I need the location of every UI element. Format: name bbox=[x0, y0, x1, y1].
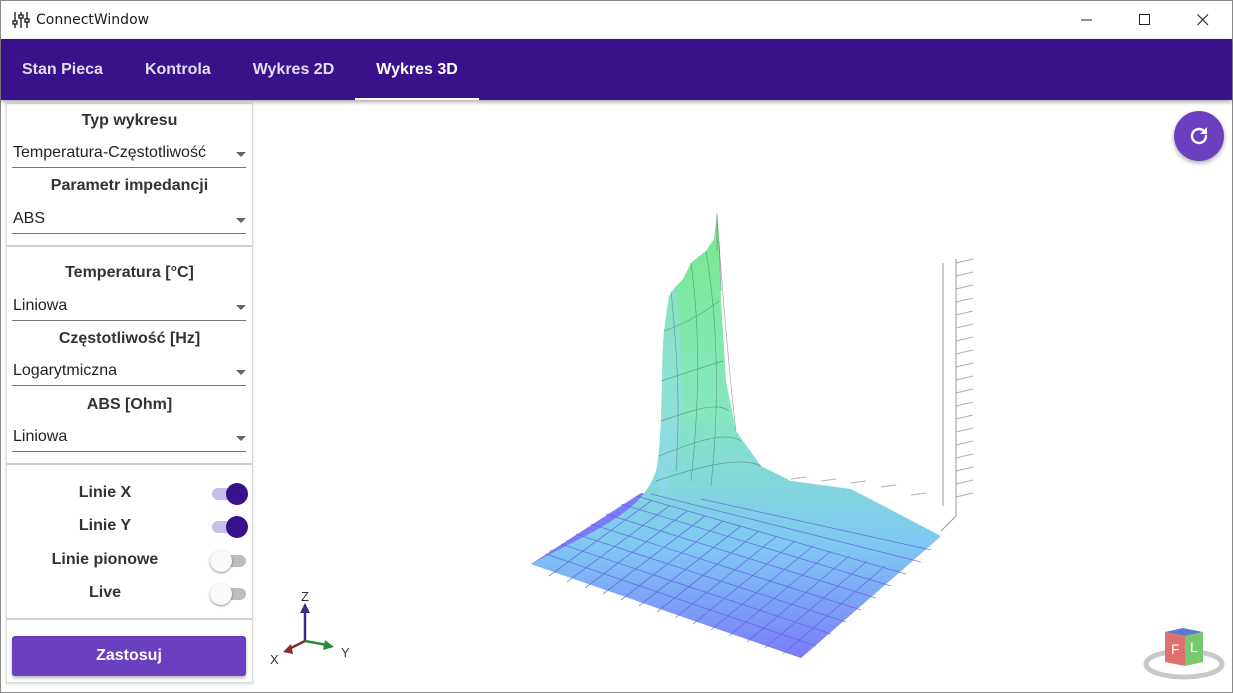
apply-button[interactable]: Zastosuj bbox=[12, 636, 246, 676]
temperature-label: Temperatura [°C] bbox=[65, 264, 194, 281]
tab-label: Stan Pieca bbox=[22, 60, 103, 78]
tab-kontrola[interactable]: Kontrola bbox=[124, 39, 232, 100]
chevron-down-icon bbox=[236, 305, 246, 310]
divider bbox=[7, 618, 252, 620]
refresh-button[interactable] bbox=[1174, 111, 1224, 161]
window-title: ConnectWindow bbox=[36, 12, 150, 28]
plot-viewport[interactable] bbox=[256, 101, 1232, 692]
chevron-down-icon bbox=[236, 218, 246, 223]
view-cube-left-label: L bbox=[1190, 639, 1198, 655]
toggle-label: Live bbox=[88, 584, 121, 601]
x-axis-arrow bbox=[283, 639, 306, 654]
live-toggle[interactable] bbox=[210, 583, 246, 605]
back-wall-frame bbox=[940, 259, 957, 532]
surface-grid bbox=[545, 493, 932, 655]
view-cube-front-label: F bbox=[1171, 641, 1180, 657]
refresh-icon bbox=[1190, 127, 1208, 145]
axis-gizmo: Z X Y bbox=[270, 589, 350, 667]
chart-type-select[interactable]: Temperatura-Częstotliwość bbox=[12, 142, 246, 168]
toggle-label: Linie Y bbox=[78, 517, 132, 534]
toggle-row-live: Live bbox=[7, 580, 252, 606]
axis-tick-labels-right bbox=[955, 258, 974, 498]
toggle-row-linie-y: Linie Y bbox=[7, 513, 252, 539]
impedance-select[interactable]: ABS bbox=[12, 208, 246, 234]
chevron-down-icon bbox=[236, 152, 246, 157]
impedance-label: Parametr impedancji bbox=[50, 177, 209, 194]
abs-scale-select[interactable]: Liniowa bbox=[12, 426, 246, 452]
close-icon bbox=[1197, 14, 1209, 26]
divider bbox=[7, 245, 252, 247]
surface-peak-shade bbox=[656, 286, 683, 501]
peak-stem-lines bbox=[716, 213, 722, 292]
toggle-label: Linie pionowe bbox=[51, 551, 159, 568]
chart-type-label: Typ wykresu bbox=[81, 112, 178, 129]
chart-type-value: Temperatura-Częstotliwość bbox=[13, 144, 206, 161]
linie-pionowe-toggle[interactable] bbox=[210, 550, 246, 572]
linie-y-toggle[interactable] bbox=[212, 516, 248, 538]
x-axis-label: X bbox=[270, 652, 279, 667]
maximize-icon bbox=[1139, 14, 1150, 25]
tab-bar: Stan Pieca Kontrola Wykres 2D Wykres 3D bbox=[1, 39, 1232, 100]
surface-peak bbox=[531, 213, 941, 658]
frequency-scale-select[interactable]: Logarytmiczna bbox=[12, 360, 246, 386]
view-cube-icon[interactable]: F L bbox=[1143, 616, 1225, 682]
title-bar[interactable]: ConnectWindow bbox=[1, 1, 1232, 39]
toggle-row-linie-x: Linie X bbox=[7, 480, 252, 506]
settings-panel: Typ wykresu Temperatura-Częstotliwość Pa… bbox=[6, 103, 253, 683]
minimize-icon bbox=[1081, 19, 1092, 21]
frequency-scale-value: Logarytmiczna bbox=[13, 362, 118, 379]
minimize-button[interactable] bbox=[1058, 1, 1116, 39]
linie-x-toggle[interactable] bbox=[212, 483, 248, 505]
tab-label: Wykres 2D bbox=[252, 60, 335, 78]
impedance-value: ABS bbox=[13, 210, 46, 227]
chevron-down-icon bbox=[236, 370, 246, 375]
y-axis-arrow bbox=[304, 639, 334, 650]
tab-label: Kontrola bbox=[144, 60, 211, 78]
temperature-scale-value: Liniowa bbox=[13, 297, 68, 314]
close-button[interactable] bbox=[1174, 1, 1232, 39]
divider bbox=[7, 463, 252, 465]
z-axis-label: Z bbox=[301, 589, 309, 604]
toggle-label: Linie X bbox=[78, 484, 132, 501]
tab-label: Wykres 3D bbox=[376, 60, 458, 78]
abs-label: ABS [Ohm] bbox=[86, 396, 173, 413]
abs-scale-value: Liniowa bbox=[13, 428, 68, 445]
toggle-row-linie-pionowe: Linie pionowe bbox=[7, 547, 252, 573]
sliders-icon bbox=[12, 12, 30, 28]
y-axis-label: Y bbox=[341, 645, 350, 660]
chevron-down-icon bbox=[236, 436, 246, 441]
apply-button-label: Zastosuj bbox=[96, 647, 162, 664]
z-axis-arrow bbox=[300, 603, 310, 641]
maximize-button[interactable] bbox=[1116, 1, 1174, 39]
temperature-scale-select[interactable]: Liniowa bbox=[12, 295, 246, 321]
tab-wykres-3d[interactable]: Wykres 3D bbox=[355, 39, 479, 100]
tab-stan-pieca[interactable]: Stan Pieca bbox=[1, 39, 124, 100]
tab-wykres-2d[interactable]: Wykres 2D bbox=[232, 39, 356, 100]
frequency-label: Częstotliwość [Hz] bbox=[58, 330, 201, 347]
surface-peak-grid bbox=[655, 215, 762, 487]
